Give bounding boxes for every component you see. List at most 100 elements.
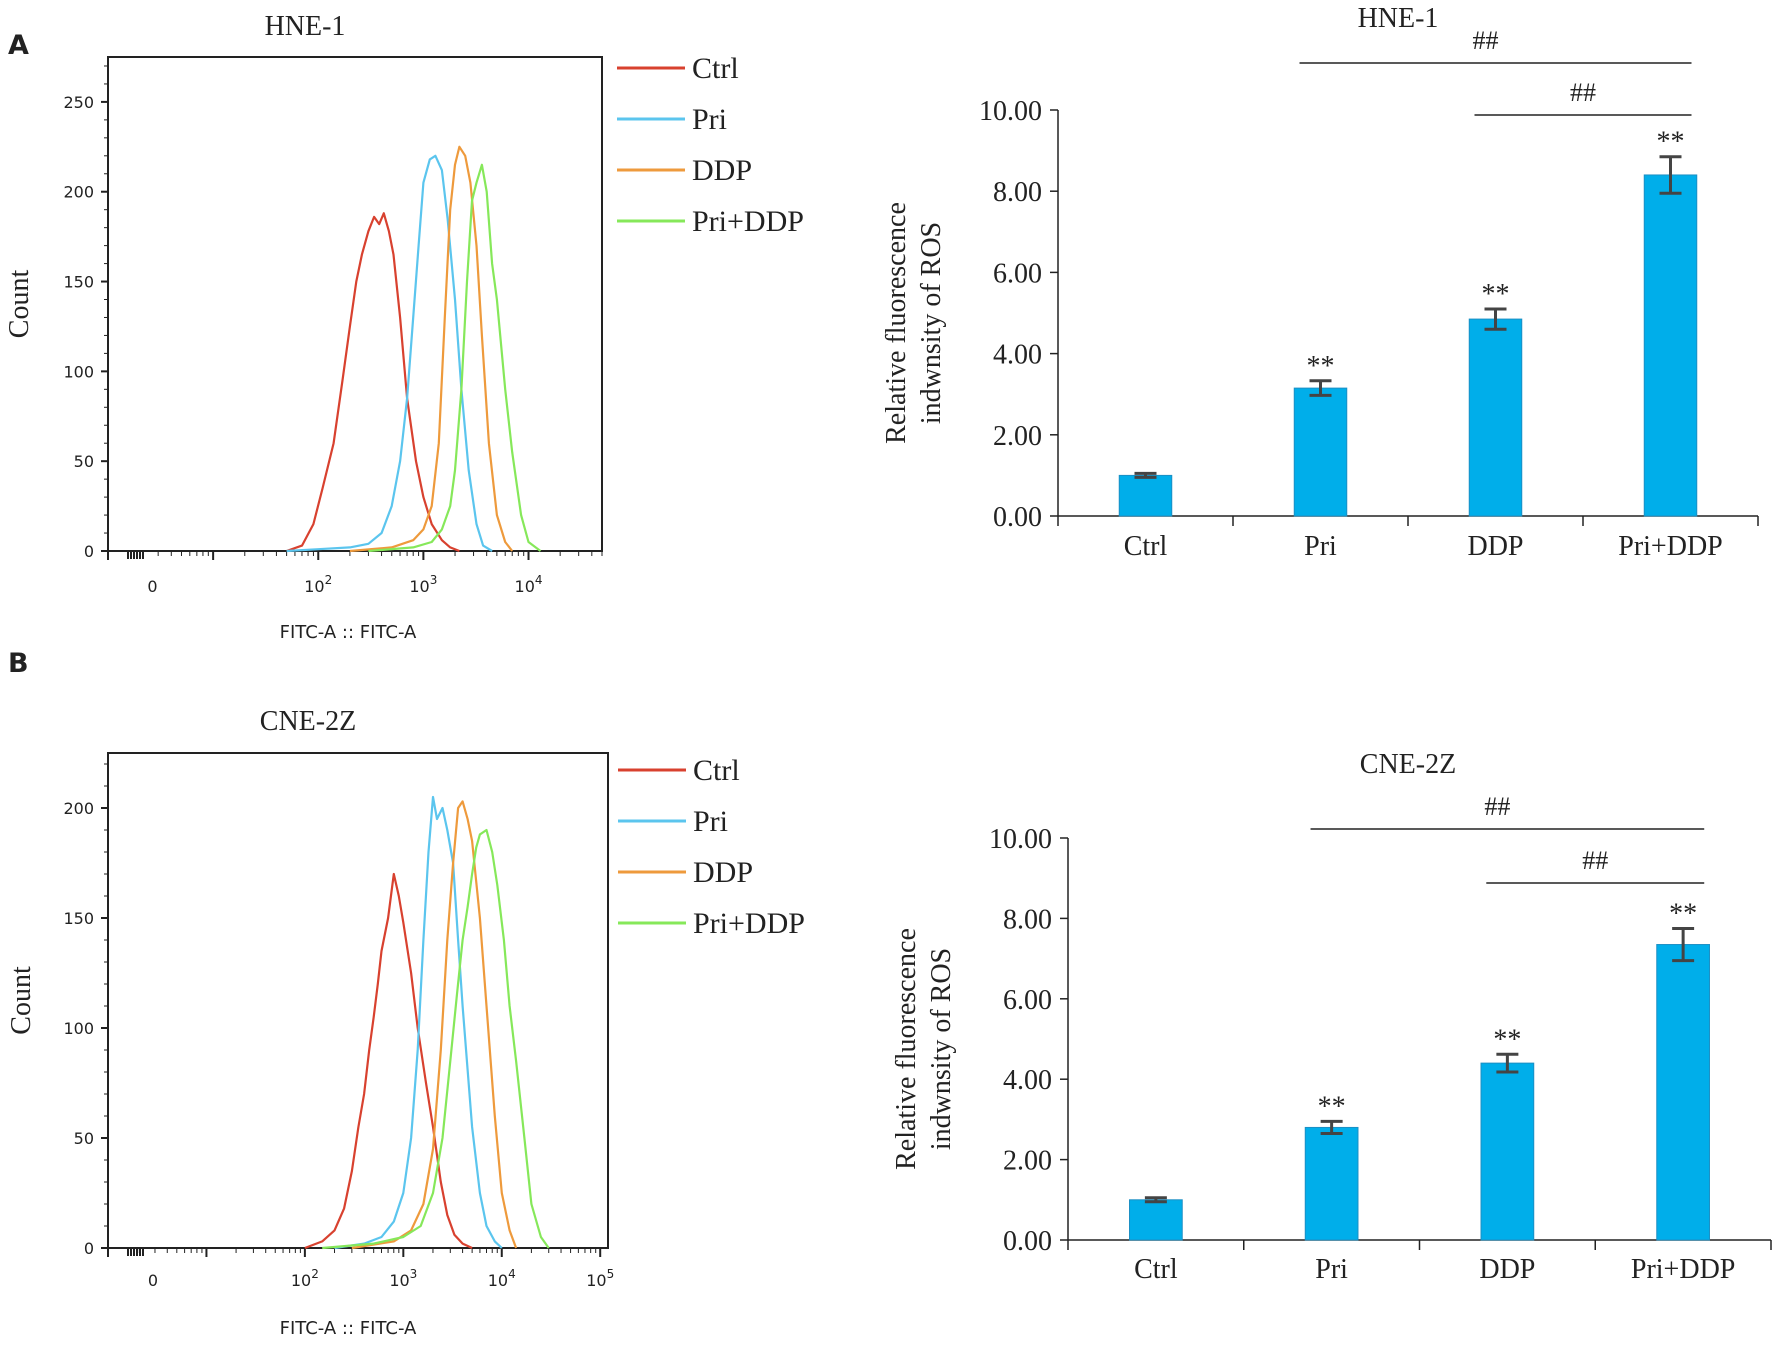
bracket-label: ## [1473,26,1499,55]
y-tick-label: 8.00 [993,177,1042,208]
x-axis-label: FITC-A :: FITC-A [280,622,417,643]
category-label: Pri+DDP [1618,531,1722,562]
bracket-label: ## [1570,78,1596,107]
x-tick-label: 0 [148,1271,158,1290]
y-tick-label: 4.00 [1003,1065,1052,1096]
series-line-pri [334,795,503,1250]
histogram-title: HNE-1 [265,11,346,42]
y-axis-label: Count [6,966,37,1035]
bar-ctrl [1118,474,1173,517]
legend-label: Pri [693,805,728,838]
series-line-ctrl [304,872,473,1250]
x-axis-label: FITC-A :: FITC-A [280,1318,417,1339]
bar-pri [1304,1126,1359,1241]
y-axis-label: Count [4,270,35,339]
category-label: Ctrl [1134,1254,1178,1285]
legend-label: Pri+DDP [692,205,804,238]
x-tick-label: 0 [147,577,157,596]
y-tick-label: 10.00 [979,96,1042,127]
bar-ddp [1480,1062,1535,1241]
y-axis: 0.00 2.00 4.00 6.00 8.00 10.00 [979,96,1058,533]
bar-ctrl [1129,1199,1183,1241]
y-tick-label: 50 [74,1129,94,1148]
x-tick-label: 104 [515,573,543,596]
y-axis: 0 50 100 150 200 250 [63,65,108,561]
y-tick-label: 6.00 [993,258,1042,289]
y-tick-label: 0.00 [1003,1226,1052,1257]
x-tick-label: 104 [488,1267,516,1290]
bar-chart-title: CNE-2Z [1360,749,1456,780]
category-label: DDP [1479,1254,1535,1285]
legend-label: Pri [692,103,727,136]
significance-mark: ** [1318,1091,1346,1122]
legend-label: Ctrl [693,754,740,787]
bar-chart-title: HNE-1 [1358,3,1439,34]
x-tick-label: 102 [291,1267,319,1290]
x-axis: 0 102 103 104 [107,551,603,596]
series-line-pri [286,154,493,553]
y-axis-label-line1: Relative fluorescence [891,928,922,1170]
y-tick-label: 4.00 [993,340,1042,371]
category-label: DDP [1467,531,1523,562]
y-tick-label: 100 [63,362,94,381]
series-line-ctrl [286,212,460,553]
y-axis: 0.00 2.00 4.00 6.00 8.00 10.00 [989,824,1068,1257]
significance-mark: ** [1669,898,1697,929]
significance-mark: ** [1493,1024,1521,1055]
y-axis: 0 50 100 150 200 [63,763,108,1258]
panel-letter-b: B [8,648,29,679]
plot-frame [107,56,603,552]
series-line-pri-ddp [368,163,542,553]
legend-label: Pri+DDP [693,907,805,940]
bar-ddp [1468,318,1523,517]
y-tick-label: 0 [84,1239,94,1258]
significance-mark: ** [1482,279,1510,310]
series-line-pri-ddp [322,828,550,1250]
y-tick-label: 150 [63,909,94,928]
category-label: Ctrl [1124,531,1168,562]
legend-label: Ctrl [692,52,739,85]
x-tick-label: 103 [409,573,437,596]
bracket-label: ## [1582,846,1608,875]
y-tick-label: 200 [63,799,94,818]
bar-pri-ddp [1643,174,1698,517]
y-tick-label: 250 [63,93,94,112]
bar-pri [1293,387,1348,517]
y-tick-label: 50 [74,452,94,471]
panel-letter-a: A [8,30,29,61]
y-tick-label: 200 [63,183,94,202]
y-axis-label-line1: Relative fluorescence [881,202,912,444]
y-axis-label-line2: indwnsity of ROS [926,948,957,1150]
bar-pri-ddp [1656,944,1710,1241]
plot-frame [107,752,609,1249]
chart-2: HNE-1 0.00 2.00 4.00 6.00 8.00 10.00 Relative f… [881,3,1759,562]
y-tick-label: 6.00 [1003,985,1052,1016]
chart-4: CNE-2Z 0.00 2.00 4.00 6.00 8.00 10.00 Relative … [891,749,1772,1285]
y-tick-label: 150 [63,273,94,292]
legend-label: DDP [693,856,753,889]
significance-mark: ** [1657,127,1685,158]
bracket-label: ## [1484,792,1510,821]
significance-mark: ** [1307,351,1335,382]
y-tick-label: 100 [63,1019,94,1038]
series-line-ddp [351,800,518,1250]
category-label: Pri [1304,531,1337,562]
y-tick-label: 2.00 [1003,1146,1052,1177]
category-label: Pri [1315,1254,1348,1285]
y-tick-label: 10.00 [989,824,1052,855]
y-tick-label: 0.00 [993,502,1042,533]
x-tick-label: 102 [304,573,332,596]
category-label: Pri+DDP [1631,1254,1735,1285]
histogram-title: CNE-2Z [260,706,356,737]
y-axis-label-line2: indwnsity of ROS [916,222,947,424]
legend-label: DDP [692,154,752,187]
x-tick-label: 103 [389,1267,417,1290]
series-line-ddp [349,145,514,553]
y-tick-label: 0 [84,542,94,561]
y-tick-label: 2.00 [993,421,1042,452]
x-tick-label: 105 [586,1267,614,1290]
y-tick-label: 8.00 [1003,904,1052,935]
x-axis: 0 102 103 104 105 [107,1248,614,1290]
